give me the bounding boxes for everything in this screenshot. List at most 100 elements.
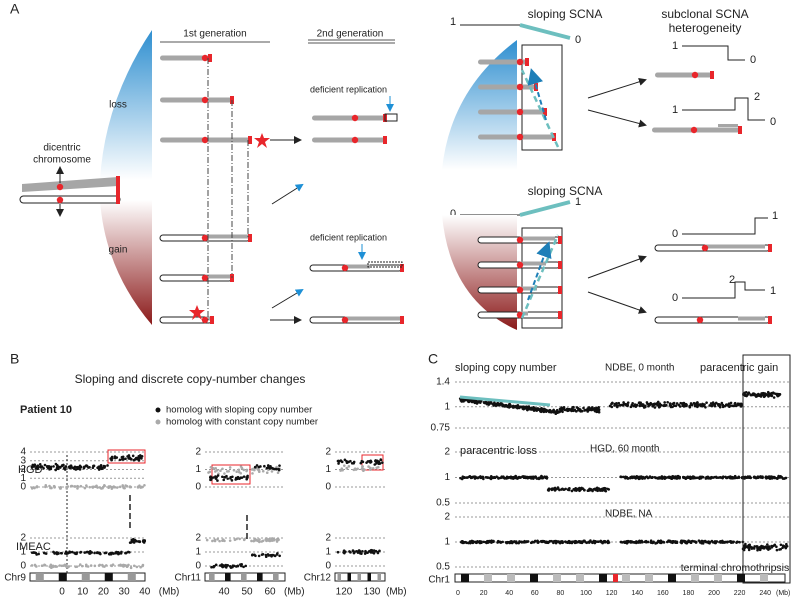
probe-dot <box>135 565 139 569</box>
probe-dot <box>79 484 83 488</box>
probe-dot <box>343 458 347 462</box>
probe-dot <box>527 406 530 409</box>
probe-dot <box>785 544 789 548</box>
probe-dot <box>725 541 729 544</box>
probe-dot <box>485 402 489 406</box>
probe-dot <box>624 403 628 407</box>
probe-dot <box>79 465 83 469</box>
probe-dot <box>73 467 76 471</box>
label: paracentric loss <box>460 445 538 457</box>
probe-dot <box>566 541 569 545</box>
probe-dot <box>777 393 781 397</box>
probe-dot <box>535 409 539 412</box>
line <box>527 68 547 121</box>
probe-dot <box>530 406 533 410</box>
probe-dot <box>768 393 772 396</box>
probe-dot <box>62 564 65 567</box>
probe-dot <box>253 539 257 542</box>
probe-dot <box>106 464 109 467</box>
probe-dot <box>718 403 722 407</box>
probe-dot <box>70 465 73 469</box>
probe-dot <box>141 564 144 568</box>
probe-dot <box>93 564 97 568</box>
probe-dot <box>713 540 717 543</box>
probe-dot <box>687 540 691 544</box>
probe-dot <box>564 540 567 544</box>
probe-dot <box>459 476 462 480</box>
label: paracentric gain <box>700 362 778 374</box>
probe-dot <box>228 539 232 542</box>
probe-dot <box>500 476 504 479</box>
probe-dot <box>364 549 367 553</box>
probe-dot <box>692 475 696 479</box>
probe-dot <box>40 564 44 568</box>
probe-dot <box>347 465 351 468</box>
probe-dot <box>496 541 499 544</box>
probe-dot <box>677 403 681 407</box>
probe-dot <box>54 468 57 472</box>
probe-dot <box>641 403 645 406</box>
probe-dot <box>122 565 125 568</box>
y-tick-label: 2 <box>325 533 331 544</box>
probe-dot <box>229 475 232 479</box>
centromere <box>341 264 349 272</box>
probe-dot <box>213 538 217 542</box>
probe-dot <box>253 553 256 557</box>
probe-dot <box>111 551 114 555</box>
probe-dot <box>781 544 785 548</box>
probe-dot <box>520 541 524 544</box>
probe-dot <box>76 466 80 469</box>
probe-dot <box>622 403 626 406</box>
probe-dot <box>597 410 601 414</box>
probe-dot <box>466 476 470 479</box>
probe-dot <box>553 489 557 492</box>
probe-dot <box>721 476 724 480</box>
probe-dot <box>96 486 99 489</box>
label: IMEAC <box>16 541 51 553</box>
label: homolog with constant copy number <box>166 417 318 428</box>
band <box>613 574 618 582</box>
probe-dot <box>779 547 782 551</box>
panel-label: C <box>428 351 438 367</box>
probe-dot <box>37 552 40 556</box>
line <box>527 241 552 301</box>
centromere <box>516 58 524 66</box>
centromere <box>351 114 359 122</box>
probe-dot <box>764 545 768 549</box>
probe-dot <box>345 461 349 465</box>
probe-dot <box>625 541 629 544</box>
probe-dot <box>486 540 490 544</box>
probe-dot <box>494 404 498 407</box>
probe-dot <box>336 550 340 554</box>
probe-dot <box>679 401 683 405</box>
band <box>273 573 279 581</box>
telomere <box>738 126 742 134</box>
centromere <box>696 316 704 324</box>
probe-dot <box>676 474 680 478</box>
y-tick-label: 1 <box>325 464 331 475</box>
profile <box>682 97 765 121</box>
probe-dot <box>689 403 693 407</box>
probe-dot <box>263 464 266 468</box>
probe-dot <box>758 547 762 551</box>
probe-dot <box>278 554 281 558</box>
probe-dot <box>371 467 375 470</box>
probe-dot <box>743 544 747 548</box>
probe-dot <box>659 476 662 479</box>
probe-dot <box>33 463 37 466</box>
probe-dot <box>662 476 665 480</box>
probe-dot <box>103 465 107 468</box>
telomere <box>768 244 772 252</box>
label: 0 <box>770 116 776 128</box>
probe-dot <box>566 488 570 492</box>
probe-dot <box>493 476 497 480</box>
probe-dot <box>276 552 279 555</box>
y-tick-label: 0 <box>195 561 201 572</box>
probe-dot <box>221 467 224 471</box>
probe-dot <box>237 468 241 472</box>
probe-dot <box>268 467 272 470</box>
probe-dot <box>372 549 376 552</box>
line <box>271 183 304 205</box>
probe-dot <box>120 550 123 554</box>
probe-dot <box>216 538 219 541</box>
